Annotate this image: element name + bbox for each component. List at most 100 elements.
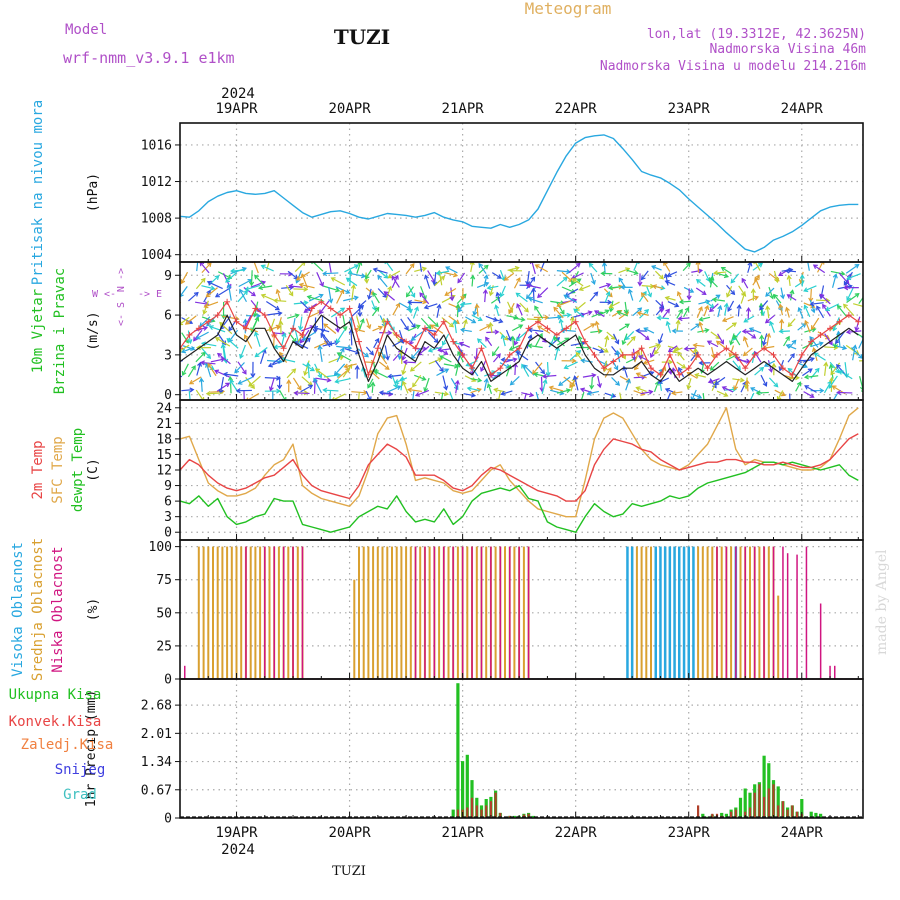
wind-arrowhead — [377, 274, 382, 280]
wind-arrow — [287, 270, 298, 280]
wind-arrow — [779, 359, 785, 371]
t2m-line — [179, 433, 859, 502]
wind-arrowhead — [279, 351, 284, 357]
wind-arrowhead — [556, 302, 562, 308]
total-rain-bar — [724, 813, 728, 818]
wind-arrowhead — [387, 273, 393, 279]
wind-arrow — [505, 365, 511, 377]
low-cloud-bar — [461, 546, 464, 679]
wind-arrow — [201, 262, 212, 274]
wind-arrow — [845, 264, 859, 274]
wind-arrow — [703, 305, 709, 317]
low-cloud-bar — [819, 603, 822, 679]
wind-arrowhead — [515, 292, 521, 298]
precip-unit: 1hr Precip (mm) — [84, 690, 99, 807]
wind-arrow — [386, 385, 401, 393]
wind-arrowhead — [253, 274, 259, 280]
wind-arrow — [557, 300, 571, 307]
wind-arrowhead — [723, 273, 730, 279]
wind-arrowhead — [533, 372, 539, 378]
wind-arrowhead — [457, 307, 463, 313]
wind-arrowhead — [313, 377, 318, 383]
wind-arrow — [457, 351, 464, 363]
wind-arrow — [737, 305, 740, 317]
year-top: 2024 — [221, 86, 255, 102]
wind-arrowhead — [706, 340, 712, 346]
low-cloud-bar — [716, 546, 718, 679]
wind-arrowhead — [863, 292, 867, 296]
wind-arrowhead — [701, 290, 707, 296]
wind-arrowhead — [678, 299, 684, 305]
wind-arrowhead — [293, 390, 299, 396]
wind-arrow — [412, 306, 419, 319]
wind-arrow — [377, 351, 388, 365]
wind-arrow — [810, 302, 824, 305]
wind-arrowhead — [300, 273, 306, 279]
wind-arrowhead — [513, 340, 519, 346]
wind-arrowhead — [785, 343, 791, 349]
wind-arrow — [254, 275, 266, 287]
wind-arrow — [617, 311, 629, 317]
wind-arrow — [535, 264, 548, 273]
wind-arrowhead — [750, 387, 756, 392]
wind-arrowhead — [677, 351, 682, 357]
wind-arrowhead — [577, 335, 583, 341]
total-rain-bar — [809, 811, 813, 818]
wind-arrow — [276, 289, 282, 302]
wind-arrowhead — [198, 377, 205, 383]
mid-cloud-bar — [438, 546, 441, 679]
wind-arrowhead — [604, 309, 610, 315]
wind-arrowhead — [249, 281, 255, 287]
wind-arrowhead — [565, 388, 572, 394]
wind-arrowhead — [405, 292, 411, 298]
wind-arrowhead — [423, 304, 429, 310]
wind-arrowhead — [318, 293, 324, 299]
location-title: TUZI — [334, 25, 390, 49]
mid-cloud-bar — [254, 546, 257, 679]
wind-arrow — [595, 321, 600, 334]
high-cloud-bar — [663, 546, 667, 679]
wind-arrow — [485, 337, 493, 347]
wind-arrowhead — [486, 382, 492, 389]
wind-arrowhead — [667, 347, 673, 353]
wind-arrowhead — [181, 371, 187, 377]
wind-arrow — [369, 370, 380, 380]
wind-arrowhead — [500, 333, 506, 339]
wind-arrowhead — [727, 306, 732, 313]
wind-arrowhead — [563, 364, 569, 370]
wind-arrowhead — [754, 276, 759, 282]
wind-arrowhead — [312, 325, 319, 331]
temperature-side-label: 2m Temp — [30, 440, 46, 499]
wind-arrow — [281, 358, 296, 363]
wind-arrowhead — [532, 369, 537, 375]
wind-arrowhead — [668, 359, 674, 365]
wind-arrow — [804, 305, 811, 318]
wind-arrow — [831, 274, 837, 288]
wind-arrowhead — [339, 347, 345, 353]
wind-arrowhead — [534, 264, 540, 269]
low-cloud-bar — [480, 546, 483, 679]
wind-arrowhead — [572, 375, 578, 381]
wind-arrow — [606, 331, 616, 340]
wind-arrow — [513, 277, 521, 289]
wind-arrowhead — [252, 312, 258, 318]
wind-arrowhead — [189, 387, 195, 393]
pressure-tick-label: 1004 — [141, 248, 172, 263]
wind-arrowhead — [796, 381, 802, 387]
convective-rain-bar — [791, 805, 794, 818]
day-labels-top: 19APR 20APR 21APR 22APR 23APR 24APR — [215, 101, 823, 117]
wind-arrow — [637, 312, 649, 316]
wind-arrowhead — [225, 278, 231, 283]
wind-arrowhead — [608, 307, 614, 313]
wind-arrow — [287, 314, 299, 319]
wind-arrow — [342, 364, 353, 378]
wind-arrowhead — [630, 336, 636, 341]
wind-arrow — [783, 336, 790, 347]
wind-arrowhead — [755, 390, 761, 396]
wind-arrow — [357, 348, 369, 358]
wind-arrow — [365, 269, 372, 280]
wind-arrow — [691, 269, 703, 273]
wind-arrow — [471, 275, 474, 287]
wind-arrow — [239, 289, 247, 303]
